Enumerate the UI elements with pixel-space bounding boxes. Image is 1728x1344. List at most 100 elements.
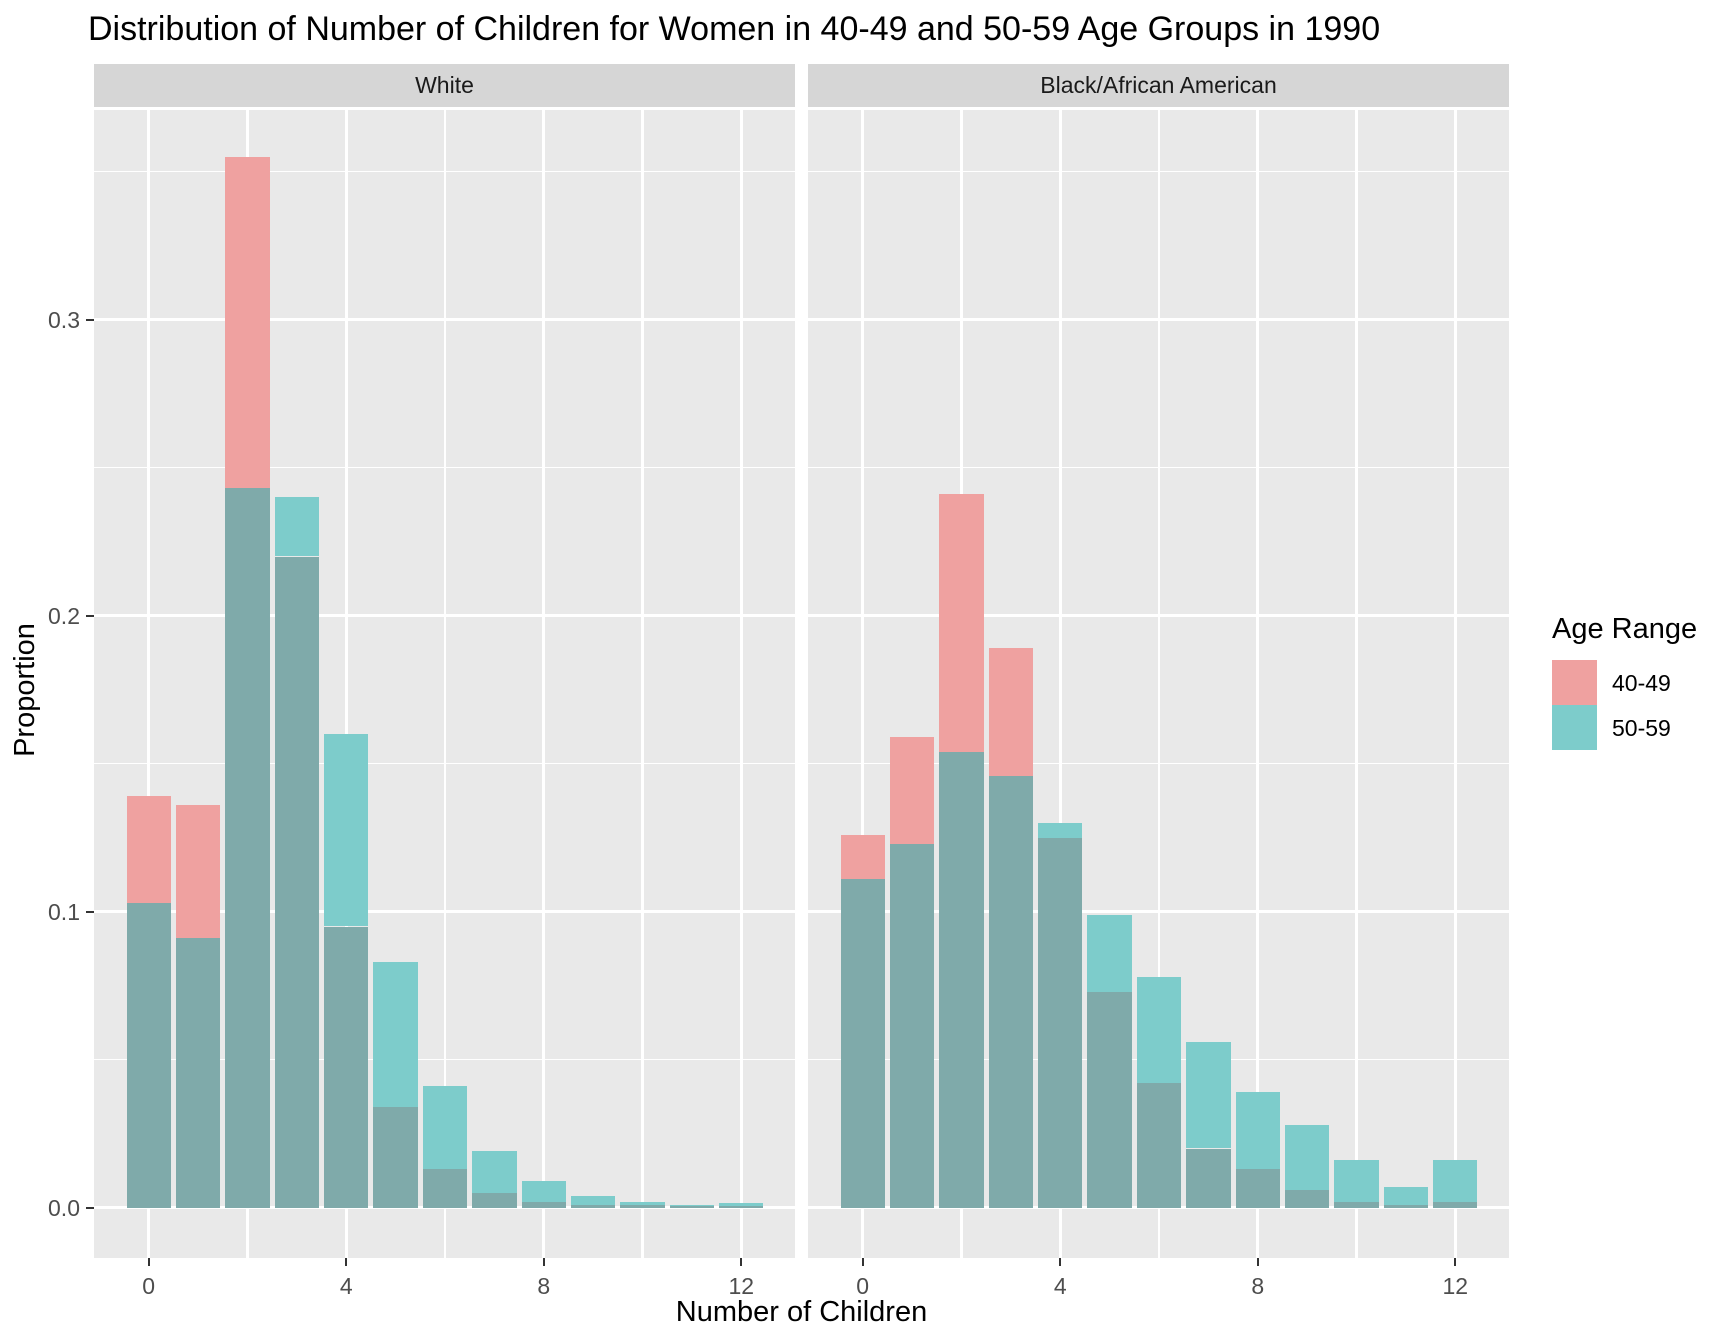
facet-strip-black: Black/African American — [808, 64, 1509, 107]
bar-overlap-segment — [373, 1107, 418, 1208]
bar-50-59-segment — [669, 1204, 715, 1207]
legend-swatch-40-49 — [1552, 660, 1597, 705]
bar-overlap-segment — [1433, 1201, 1478, 1208]
bar-overlap-segment — [620, 1204, 665, 1208]
x-tick-mark — [147, 1258, 150, 1266]
x-tick-mark — [542, 1258, 545, 1266]
gridline-v-major — [344, 110, 348, 1258]
bar-overlap-segment — [570, 1204, 616, 1208]
y-tick-mark — [86, 1206, 94, 1209]
bar-overlap-segment — [1235, 1169, 1280, 1208]
bar-50-59-segment — [719, 1203, 764, 1207]
bar-overlap-segment — [274, 556, 320, 1208]
bar-overlap-segment — [1087, 991, 1132, 1208]
bar-40-49-segment — [840, 834, 885, 880]
y-tick-label: 0.1 — [48, 898, 80, 925]
bar-40-49-segment — [225, 156, 270, 489]
bar-overlap-segment — [126, 902, 171, 1208]
bar-overlap-segment — [1136, 1083, 1182, 1208]
gridline-v-major — [641, 110, 644, 1258]
gridline-v-major — [443, 110, 447, 1258]
bar-overlap-segment — [1284, 1189, 1330, 1208]
bar-50-59-segment — [1038, 822, 1083, 838]
bar-overlap-segment — [472, 1192, 517, 1208]
x-tick-mark — [1256, 1258, 1259, 1266]
x-axis-title: Number of Children — [675, 1296, 928, 1328]
bar-50-59-segment — [373, 962, 418, 1108]
facet-panel-black — [808, 110, 1509, 1258]
x-tick-label: 0 — [142, 1273, 156, 1299]
bar-50-59-segment — [274, 497, 320, 557]
facet-strip-white: White — [94, 64, 795, 107]
bar-50-59-segment — [1136, 976, 1182, 1084]
bar-50-59-segment — [1284, 1124, 1330, 1190]
bar-overlap-segment — [939, 751, 984, 1208]
bar-50-59-segment — [1334, 1160, 1379, 1202]
bar-overlap-segment — [988, 775, 1034, 1208]
gridline-v-major — [1058, 110, 1062, 1258]
bar-50-59-segment — [1186, 1041, 1231, 1149]
x-tick-label: 8 — [537, 1273, 551, 1299]
x-tick-label: 0 — [856, 1273, 870, 1299]
x-tick-mark — [1454, 1258, 1457, 1266]
gridline-v-major — [1157, 110, 1161, 1258]
bar-40-49-segment — [175, 805, 221, 939]
x-tick-label: 12 — [728, 1273, 755, 1299]
bar-overlap-segment — [1383, 1204, 1429, 1208]
y-tick-label: 0.0 — [48, 1194, 80, 1221]
bar-50-59-segment — [620, 1201, 665, 1205]
x-tick-label: 4 — [339, 1273, 353, 1299]
legend-label-40-49: 40-49 — [1612, 670, 1671, 696]
bar-overlap-segment — [669, 1206, 715, 1208]
x-tick-mark — [861, 1258, 864, 1266]
gridline-v-major — [1355, 110, 1358, 1258]
x-tick-mark — [1059, 1258, 1062, 1266]
y-tick-mark — [86, 910, 94, 913]
y-tick-mark — [86, 318, 94, 321]
bar-40-49-segment — [939, 494, 984, 752]
bar-50-59-segment — [472, 1151, 517, 1193]
bar-overlap-segment — [422, 1169, 468, 1208]
bar-50-59-segment — [422, 1086, 468, 1170]
gridline-v-major — [1453, 110, 1457, 1258]
gridline-v-major — [147, 110, 150, 1258]
bar-40-49-segment — [988, 648, 1034, 776]
legend-swatch-50-59 — [1552, 705, 1597, 750]
bar-overlap-segment — [175, 938, 221, 1208]
bar-50-59-segment — [324, 734, 369, 927]
y-tick-label: 0.2 — [48, 602, 80, 629]
gridline-v-major — [739, 110, 743, 1258]
chart-title: Distribution of Number of Children for W… — [88, 10, 1381, 48]
bar-40-49-segment — [889, 737, 935, 844]
x-tick-mark — [345, 1258, 348, 1266]
legend-label-50-59: 50-59 — [1612, 715, 1671, 741]
y-tick-label: 0.3 — [48, 306, 80, 333]
facet-panel-white — [94, 110, 795, 1258]
bar-50-59-segment — [570, 1195, 616, 1205]
bar-40-49-segment — [126, 796, 171, 903]
bar-overlap-segment — [840, 879, 885, 1208]
gridline-v-major — [1256, 110, 1260, 1258]
bar-overlap-segment — [719, 1206, 764, 1208]
bar-overlap-segment — [324, 926, 369, 1208]
bar-50-59-segment — [521, 1181, 566, 1202]
bar-overlap-segment — [521, 1201, 566, 1208]
bar-50-59-segment — [1087, 914, 1132, 992]
x-tick-mark — [740, 1258, 743, 1266]
bar-overlap-segment — [225, 488, 270, 1208]
bar-overlap-segment — [1334, 1201, 1379, 1208]
bar-50-59-segment — [1235, 1092, 1280, 1170]
gridline-v-major — [861, 110, 864, 1258]
x-tick-label: 4 — [1053, 1273, 1067, 1299]
y-axis-title: Proportion — [8, 623, 41, 757]
x-tick-label: 8 — [1251, 1273, 1265, 1299]
gridline-v-major — [542, 110, 546, 1258]
bar-overlap-segment — [1186, 1148, 1231, 1208]
bar-50-59-segment — [1433, 1160, 1478, 1202]
legend-title: Age Range — [1552, 613, 1698, 645]
y-tick-mark — [86, 614, 94, 617]
bar-overlap-segment — [889, 843, 935, 1208]
bar-overlap-segment — [1038, 837, 1083, 1208]
bar-50-59-segment — [1383, 1186, 1429, 1205]
x-tick-label: 12 — [1442, 1273, 1469, 1299]
